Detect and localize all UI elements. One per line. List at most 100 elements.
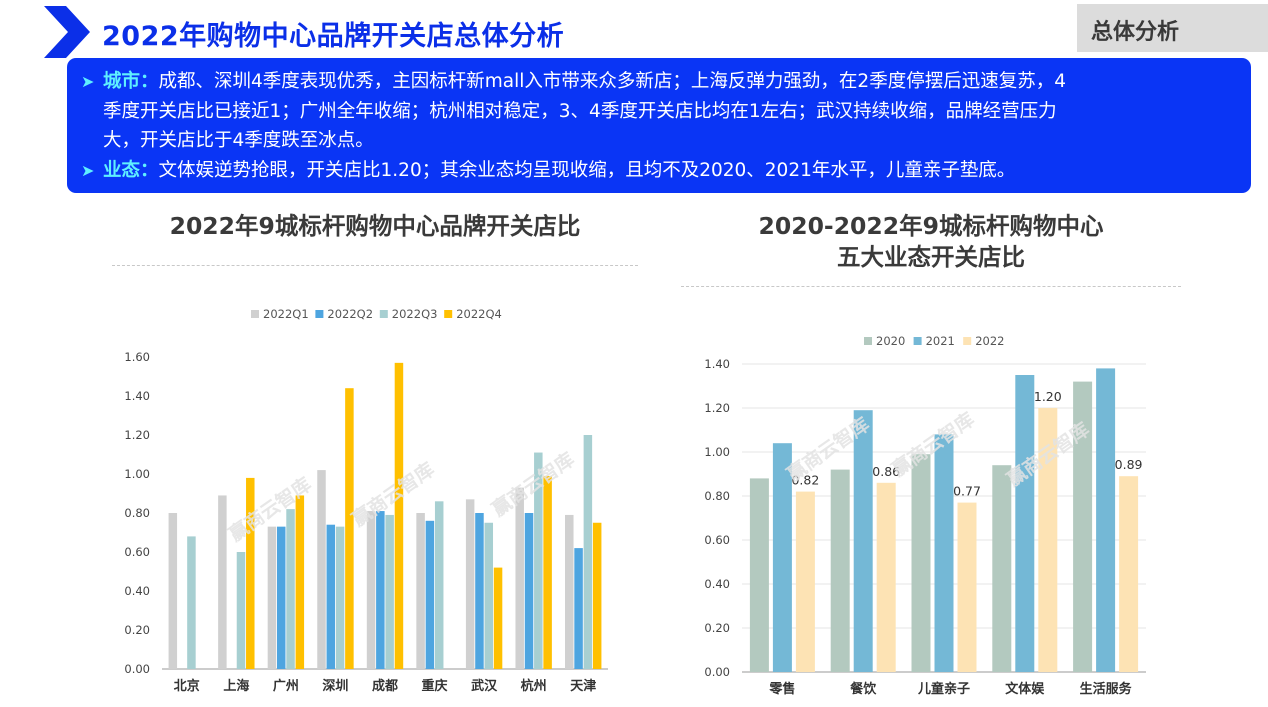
x-tick-label: 北京 <box>174 678 200 694</box>
chart2-title: 2020-2022年9城标杆购物中心 五大业态开关店比 <box>681 211 1181 273</box>
chart1-title: 2022年9城标杆购物中心品牌开关店比 <box>169 212 581 240</box>
bar-2020 <box>749 478 769 672</box>
bar-2022Q4 <box>493 567 503 669</box>
x-tick-label: 重庆 <box>422 678 448 694</box>
y-tick-label: 0.00 <box>124 662 150 676</box>
legend-swatch <box>315 310 324 318</box>
summary-format-line: ➤ 业态：文体娱逆势抢眼，开关店比1.20；其余业态均呈现收缩，且均不及2020… <box>81 156 1237 186</box>
bar-2020 <box>992 465 1012 672</box>
logo-chevron-icon <box>44 6 90 58</box>
bar-2022Q3 <box>236 552 246 669</box>
bar-2022Q1 <box>515 487 524 669</box>
legend-label: 2022 <box>975 334 1004 348</box>
y-tick-label: 1.00 <box>124 467 150 481</box>
bar-2021 <box>934 434 954 672</box>
legend-label: 2020 <box>876 334 905 348</box>
legend-label: 2021 <box>926 334 955 348</box>
x-tick-label: 广州 <box>273 678 299 694</box>
legend-swatch <box>379 310 388 318</box>
bar-2022Q2 <box>574 548 583 669</box>
x-tick-label: 生活服务 <box>1080 681 1133 697</box>
y-tick-label: 0.80 <box>704 489 730 503</box>
bar-2021 <box>1015 375 1035 672</box>
bar-2022Q1 <box>366 511 376 669</box>
bar-2021 <box>853 410 873 672</box>
bar-2022Q4 <box>394 362 404 669</box>
x-tick-label: 天津 <box>570 678 596 694</box>
summary-city-key: 城市： <box>103 71 159 92</box>
summary-box: ➤ 城市：成都、深圳4季度表现优秀，主因标杆新mall入市带来众多新店；上海反弹… <box>67 58 1251 193</box>
data-label: 0.86 <box>872 464 900 479</box>
bar-2022Q2 <box>524 513 534 669</box>
y-tick-label: 1.40 <box>124 389 150 403</box>
x-tick-label: 文体娱 <box>1005 681 1045 697</box>
data-label: 0.77 <box>953 484 981 499</box>
bar-2022 <box>795 491 815 672</box>
summary-city-text-end: 大，开关店比于4季度跌至冰点。 <box>103 130 374 151</box>
bar-2022Q1 <box>317 470 326 669</box>
summary-city-line: ➤ 城市：成都、深圳4季度表现优秀，主因标杆新mall入市带来众多新店；上海反弹… <box>81 67 1237 97</box>
bar-2022Q2 <box>475 513 484 669</box>
chart2-title-line1: 2020-2022年9城标杆购物中心 <box>758 212 1104 240</box>
bar-2020 <box>830 469 850 672</box>
bar-2022Q3 <box>583 435 593 669</box>
bullet-arrow-icon: ➤ <box>81 72 95 91</box>
bar-2021 <box>772 443 792 672</box>
bar-2022Q1 <box>267 526 277 669</box>
legend-swatch <box>444 310 453 318</box>
page-title: 2022年购物中心品牌开关店总体分析 <box>102 21 565 52</box>
y-tick-label: 0.40 <box>704 577 730 591</box>
bar-2022Q3 <box>484 522 494 669</box>
summary-city-text: 成都、深圳4季度表现优秀，主因标杆新mall入市带来众多新店；上海反弹力强劲，在… <box>158 71 1066 92</box>
chart2-title-line2: 五大业态开关店比 <box>837 243 1025 271</box>
y-tick-label: 0.20 <box>124 623 150 637</box>
bar-2022Q1 <box>416 513 425 669</box>
x-tick-label: 武汉 <box>471 678 498 694</box>
data-label: 0.89 <box>1115 457 1143 472</box>
bar-2022Q3 <box>385 514 394 669</box>
bar-2022Q2 <box>425 520 435 669</box>
bar-2022Q4 <box>345 388 354 669</box>
bar-2020 <box>1073 381 1093 672</box>
y-tick-label: 0.40 <box>124 584 150 598</box>
legend-label: 2022Q1 <box>263 307 309 321</box>
chart2-title-divider <box>681 286 1181 287</box>
bar-2022 <box>1038 408 1058 672</box>
y-tick-label: 1.60 <box>124 350 150 364</box>
legend-swatch <box>251 310 259 318</box>
bar-2022Q2 <box>376 511 385 669</box>
y-tick-label: 0.00 <box>704 665 730 679</box>
bar-2022Q1 <box>168 513 178 669</box>
y-tick-label: 0.80 <box>124 506 150 520</box>
legend-label: 2022Q2 <box>327 307 373 321</box>
summary-city-text-cont: 季度开关店比已接近1；广州全年收缩；杭州相对稳定，3、4季度开关店比均在1左右；… <box>103 100 1057 122</box>
y-tick-label: 1.20 <box>704 401 730 415</box>
bar-2022Q4 <box>246 477 255 669</box>
bar-2022Q1 <box>565 514 574 669</box>
x-tick-label: 成都 <box>372 678 398 694</box>
legend-swatch <box>913 337 922 345</box>
bar-2022Q3 <box>434 501 444 669</box>
bar-2021 <box>1096 368 1116 672</box>
bar-2022Q4 <box>295 495 305 669</box>
legend-label: 2022Q4 <box>456 307 502 321</box>
y-tick-label: 1.00 <box>704 445 730 459</box>
bar-2022Q1 <box>465 499 475 669</box>
bar-2022Q2 <box>326 524 336 669</box>
x-tick-label: 零售 <box>768 681 795 697</box>
chart1-title-divider <box>112 265 638 266</box>
bar-2022Q1 <box>218 495 227 669</box>
legend-label: 2022Q3 <box>392 307 438 321</box>
y-tick-label: 0.60 <box>704 533 730 547</box>
bar-2022 <box>957 502 977 672</box>
data-label: 0.82 <box>791 473 819 488</box>
y-tick-label: 1.20 <box>124 428 150 442</box>
summary-format-key: 业态： <box>103 159 159 181</box>
summary-format-text: 文体娱逆势抢眼，开关店比1.20；其余业态均呈现收缩，且均不及2020、2021… <box>158 159 1016 181</box>
x-tick-label: 深圳 <box>322 678 348 694</box>
y-tick-label: 0.20 <box>704 621 730 635</box>
bar-2022Q2 <box>276 526 286 669</box>
x-tick-label: 杭州 <box>521 678 547 694</box>
y-tick-label: 0.60 <box>124 545 150 559</box>
bar-2022Q4 <box>592 522 602 669</box>
